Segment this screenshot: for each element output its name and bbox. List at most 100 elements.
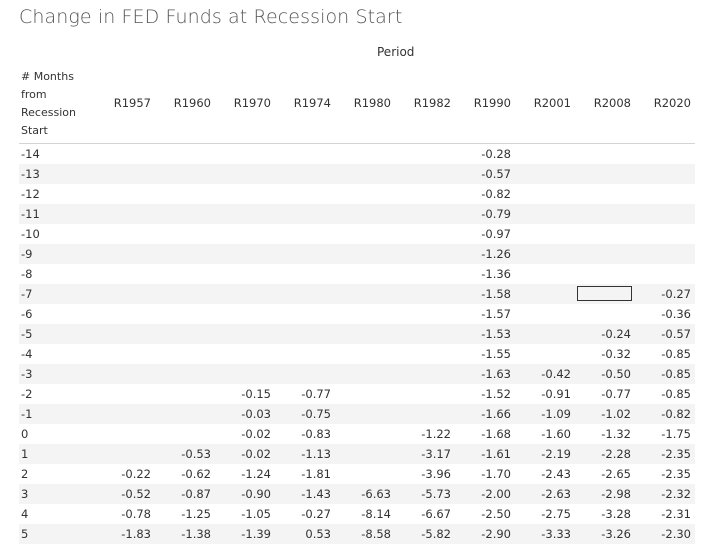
table-cell[interactable]: -1.81 <box>301 467 331 481</box>
table-cell[interactable]: -2.35 <box>661 467 691 481</box>
table-cell[interactable]: -1.63 <box>481 367 511 381</box>
table-cell[interactable]: -0.22 <box>121 467 151 481</box>
table-cell[interactable]: -0.91 <box>541 387 571 401</box>
table-cell[interactable]: -2.32 <box>661 487 691 501</box>
table-cell[interactable]: -0.03 <box>241 407 271 421</box>
table-cell[interactable]: -1.26 <box>481 247 511 261</box>
table-cell[interactable]: -2.19 <box>541 447 571 461</box>
table-cell[interactable]: -0.83 <box>301 427 331 441</box>
table-cell[interactable]: -0.90 <box>241 487 271 501</box>
column-header-r1980[interactable]: R1980 <box>353 96 391 110</box>
table-cell[interactable]: -0.02 <box>241 447 271 461</box>
column-header-r1982[interactable]: R1982 <box>413 96 451 110</box>
table-cell[interactable]: -0.50 <box>601 367 631 381</box>
table-cell[interactable]: -1.39 <box>241 527 271 541</box>
table-cell[interactable]: -2.63 <box>541 487 571 501</box>
table-cell[interactable]: -2.65 <box>601 467 631 481</box>
table-cell[interactable]: -0.85 <box>661 347 691 361</box>
table-cell[interactable]: -0.28 <box>481 147 511 161</box>
table-cell[interactable]: -0.32 <box>601 347 631 361</box>
table-cell[interactable]: -1.70 <box>481 467 511 481</box>
table-cell[interactable]: -1.55 <box>481 347 511 361</box>
table-cell[interactable]: -2.35 <box>661 447 691 461</box>
table-cell[interactable]: -0.85 <box>661 387 691 401</box>
table-cell[interactable]: 0.53 <box>305 527 331 541</box>
table-cell[interactable]: -0.52 <box>121 487 151 501</box>
table-cell[interactable]: -1.68 <box>481 427 511 441</box>
table-cell[interactable]: -1.05 <box>241 507 271 521</box>
table-cell[interactable]: -2.43 <box>541 467 571 481</box>
table-cell[interactable]: -0.82 <box>661 407 691 421</box>
table-cell[interactable]: -1.24 <box>241 467 271 481</box>
table-cell[interactable]: -3.26 <box>601 527 631 541</box>
table-cell[interactable]: -1.43 <box>301 487 331 501</box>
column-header-r1970[interactable]: R1970 <box>233 96 271 110</box>
table-row: -14 -0.28 <box>19 144 695 164</box>
table-cell[interactable]: -0.62 <box>181 467 211 481</box>
table-cell[interactable]: -5.82 <box>421 527 451 541</box>
table-cell[interactable]: -0.24 <box>601 327 631 341</box>
table-cell[interactable]: -1.13 <box>301 447 331 461</box>
table-cell[interactable]: -0.36 <box>661 307 691 321</box>
column-header-r1974[interactable]: R1974 <box>293 96 331 110</box>
table-cell[interactable]: -2.75 <box>541 507 571 521</box>
table-cell[interactable]: -2.30 <box>661 527 691 541</box>
table-cell[interactable]: -8.58 <box>361 527 391 541</box>
table-cell[interactable]: -6.63 <box>361 487 391 501</box>
table-cell[interactable]: -1.60 <box>541 427 571 441</box>
table-cell[interactable]: -1.02 <box>601 407 631 421</box>
row-label: -2 <box>21 387 33 401</box>
table-cell[interactable]: -0.87 <box>181 487 211 501</box>
table-cell[interactable]: -1.09 <box>541 407 571 421</box>
table-cell[interactable]: -3.28 <box>601 507 631 521</box>
table-cell[interactable]: -0.27 <box>661 287 691 301</box>
table-cell[interactable]: -0.77 <box>601 387 631 401</box>
table-cell[interactable]: -2.31 <box>661 507 691 521</box>
table-cell[interactable]: -0.97 <box>481 227 511 241</box>
table-cell[interactable]: -0.77 <box>301 387 331 401</box>
column-header-r2001[interactable]: R2001 <box>533 96 571 110</box>
table-cell[interactable]: -0.42 <box>541 367 571 381</box>
table-cell[interactable]: -0.82 <box>481 187 511 201</box>
selected-cell-highlight[interactable] <box>577 286 632 301</box>
table-cell[interactable]: -2.98 <box>601 487 631 501</box>
column-header-r2008[interactable]: R2008 <box>593 96 631 110</box>
table-cell[interactable]: -0.79 <box>481 207 511 221</box>
table-cell[interactable]: -3.17 <box>421 447 451 461</box>
table-cell[interactable]: -1.61 <box>481 447 511 461</box>
table-cell[interactable]: -2.90 <box>481 527 511 541</box>
column-header-r2020[interactable]: R2020 <box>653 96 691 110</box>
table-cell[interactable]: -0.15 <box>241 387 271 401</box>
table-cell[interactable]: -2.28 <box>601 447 631 461</box>
table-cell[interactable]: -0.53 <box>181 447 211 461</box>
table-cell[interactable]: -1.38 <box>181 527 211 541</box>
table-cell[interactable]: -1.32 <box>601 427 631 441</box>
table-cell[interactable]: -1.58 <box>481 287 511 301</box>
table-cell[interactable]: -6.67 <box>421 507 451 521</box>
table-cell[interactable]: -1.25 <box>181 507 211 521</box>
table-cell[interactable]: -1.22 <box>421 427 451 441</box>
table-cell[interactable]: -0.75 <box>301 407 331 421</box>
table-cell[interactable]: -8.14 <box>361 507 391 521</box>
table-cell[interactable]: -1.75 <box>661 427 691 441</box>
table-cell[interactable]: -3.33 <box>541 527 571 541</box>
table-cell[interactable]: -0.85 <box>661 367 691 381</box>
table-cell[interactable]: -1.36 <box>481 267 511 281</box>
table-cell[interactable]: -0.57 <box>481 167 511 181</box>
column-header-r1960[interactable]: R1960 <box>173 96 211 110</box>
table-cell[interactable]: -5.73 <box>421 487 451 501</box>
table-cell[interactable]: -0.27 <box>301 507 331 521</box>
table-cell[interactable]: -0.02 <box>241 427 271 441</box>
table-cell[interactable]: -1.52 <box>481 387 511 401</box>
column-header-r1957[interactable]: R1957 <box>113 96 151 110</box>
table-cell[interactable]: -3.96 <box>421 467 451 481</box>
table-cell[interactable]: -0.57 <box>661 327 691 341</box>
column-header-r1990[interactable]: R1990 <box>473 96 511 110</box>
table-cell[interactable]: -0.78 <box>121 507 151 521</box>
table-cell[interactable]: -1.57 <box>481 307 511 321</box>
table-cell[interactable]: -1.66 <box>481 407 511 421</box>
table-cell[interactable]: -1.83 <box>121 527 151 541</box>
table-cell[interactable]: -2.00 <box>481 487 511 501</box>
table-cell[interactable]: -2.50 <box>481 507 511 521</box>
table-cell[interactable]: -1.53 <box>481 327 511 341</box>
